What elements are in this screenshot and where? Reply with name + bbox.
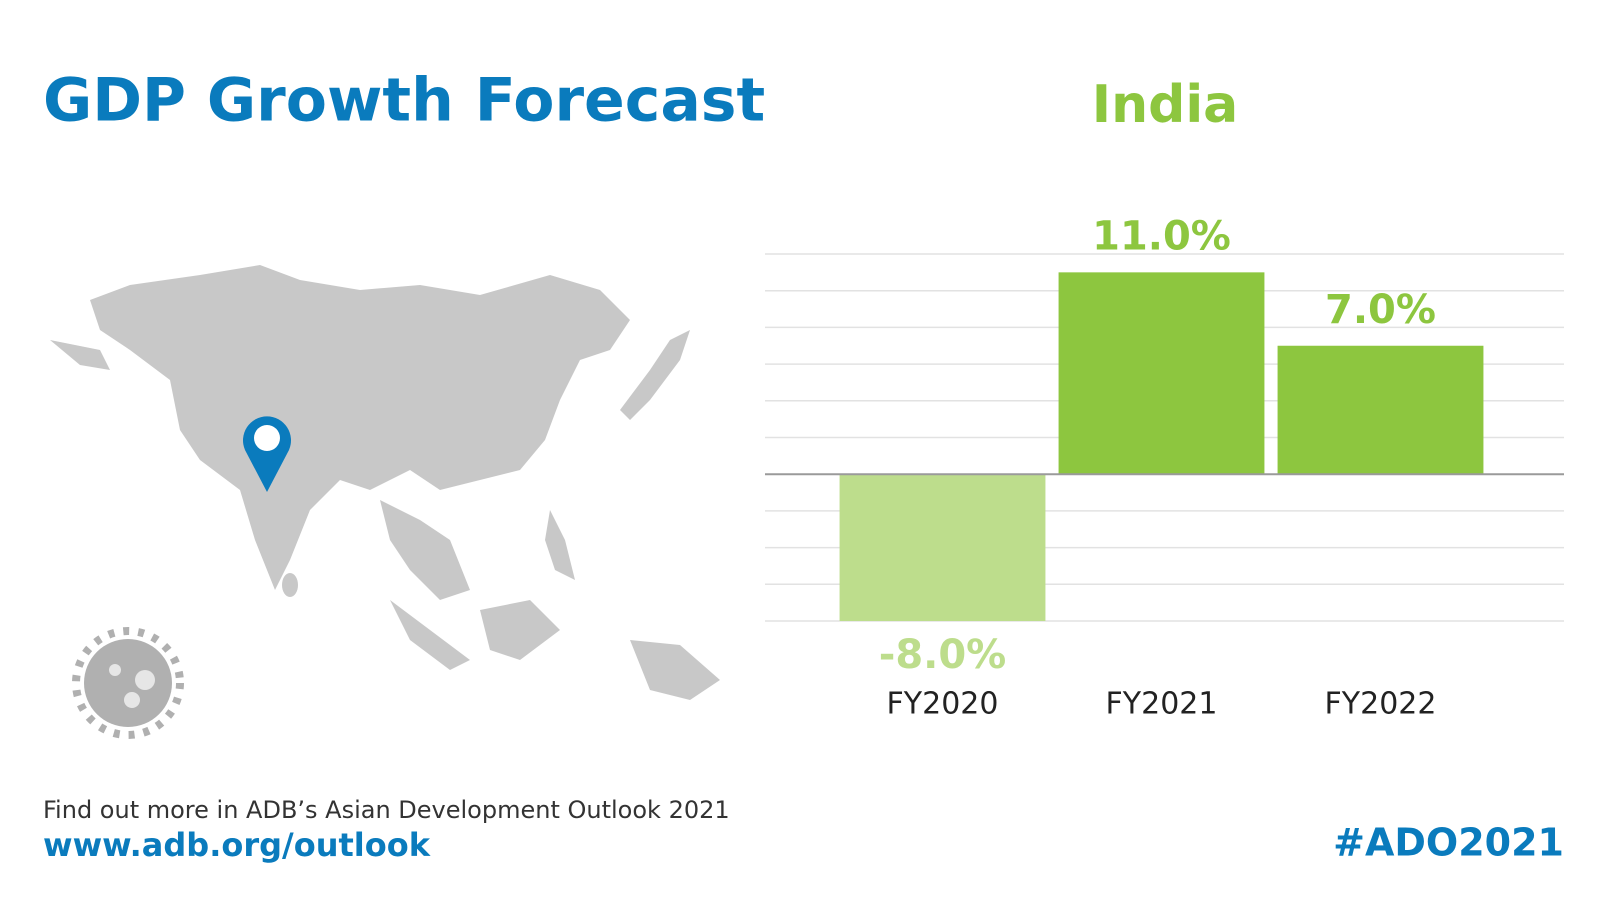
bar bbox=[839, 474, 1046, 621]
value-label: -8.0% bbox=[879, 632, 1007, 678]
footer-note: Find out more in ADB’s Asian Development… bbox=[43, 796, 730, 824]
plot: -8.0% FY2020 11.0% FY2021 7.0% FY2022 bbox=[765, 213, 1564, 722]
value-label: 11.0% bbox=[1092, 213, 1231, 259]
x-tick-label: FY2020 bbox=[887, 687, 999, 722]
asia-map bbox=[50, 265, 720, 700]
virus-icon bbox=[72, 627, 184, 739]
bar bbox=[1058, 272, 1265, 475]
x-tick-label: FY2022 bbox=[1325, 687, 1437, 722]
chart-title: GDP Growth Forecast bbox=[43, 66, 765, 136]
footer-url: www.adb.org/outlook bbox=[43, 826, 431, 864]
bar bbox=[1277, 345, 1484, 475]
x-tick-label: FY2021 bbox=[1106, 687, 1218, 722]
location-pin bbox=[242, 416, 291, 492]
chart-subtitle: India bbox=[1092, 75, 1239, 135]
footer-hashtag: #ADO2021 bbox=[1333, 821, 1564, 865]
value-label: 7.0% bbox=[1325, 287, 1436, 333]
